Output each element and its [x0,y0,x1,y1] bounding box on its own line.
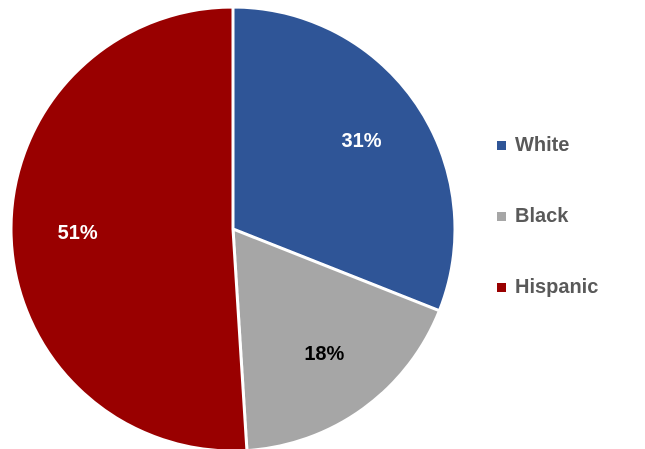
legend-label-hispanic: Hispanic [515,275,599,298]
legend-label-white: White [515,133,570,156]
pie-slice-white [231,5,457,313]
legend-swatch-white [497,140,506,150]
legend-swatch-black [497,211,506,221]
slice-label-black: 18% [304,343,344,365]
legend-item-hispanic: Hispanic [497,273,645,301]
pie-slice-black [231,227,441,449]
pie-slice-hispanic [9,5,249,449]
legend-swatch-hispanic [497,282,506,292]
slice-label-white: 31% [342,130,382,152]
legend-label-black: Black [515,204,569,227]
legend-item-black: Black [497,202,645,230]
legend: White Black Hispanic [497,131,645,344]
slice-label-hispanic: 51% [58,222,98,244]
legend-item-white: White [497,131,645,159]
